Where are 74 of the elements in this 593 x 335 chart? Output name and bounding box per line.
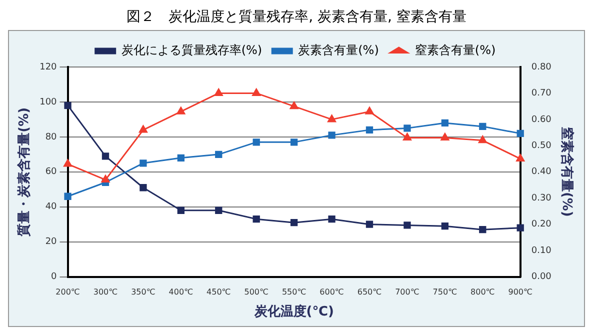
point <box>479 122 486 130</box>
y-tick-label: 0 <box>51 272 58 282</box>
x-tick-label: 550℃ <box>282 288 306 297</box>
y2-tick-label: 0.30 <box>531 193 552 204</box>
x-tick-label: 800℃ <box>470 288 495 297</box>
point <box>64 102 72 110</box>
legend-label: 炭化による質量残存率(%) <box>121 43 262 58</box>
point <box>366 220 374 228</box>
y2-tick-label: 0.10 <box>531 246 552 256</box>
y-tick-label: 80 <box>45 132 58 142</box>
x-tick-label: 450℃ <box>206 288 231 297</box>
legend-label: 窒素含有量(%) <box>414 43 496 58</box>
point <box>328 216 336 223</box>
point <box>252 216 260 223</box>
y-tick-label: 60 <box>45 167 58 178</box>
x-tick-label: 750℃ <box>432 288 458 297</box>
point <box>290 102 298 110</box>
x-axis-title: 炭化温度(℃) <box>253 304 334 320</box>
point <box>441 222 449 230</box>
point <box>64 192 72 200</box>
point <box>177 154 185 162</box>
x-tick-label: 900℃ <box>508 288 532 297</box>
point <box>404 222 411 229</box>
point <box>176 106 186 114</box>
point <box>215 150 222 158</box>
x-tick-label: 600℃ <box>320 288 344 297</box>
y2-tick-label: 0.50 <box>531 141 552 152</box>
legend-label: 炭素含有量(%) <box>298 43 379 58</box>
point <box>290 219 298 226</box>
y-tick-label: 40 <box>45 202 58 212</box>
x-tick-label: 700℃ <box>395 288 420 297</box>
y-axis-title: 質量・炭素含有量(%) <box>16 107 32 238</box>
point <box>366 126 374 134</box>
point <box>214 88 223 96</box>
point <box>138 125 148 133</box>
y2-tick-label: 0.70 <box>531 88 552 99</box>
point <box>290 138 298 146</box>
point <box>441 119 449 127</box>
point <box>252 88 261 96</box>
x-tick-label: 200℃ <box>56 288 80 297</box>
x-tick-label: 650℃ <box>357 288 382 297</box>
x-tick-label: 400℃ <box>168 288 194 297</box>
point <box>404 124 411 132</box>
point <box>516 224 524 232</box>
point <box>140 184 147 192</box>
y-tick-label: 20 <box>45 237 58 248</box>
chart-title: 図２ 炭化温度と質量残存率, 炭素含有量, 窒素含有量 <box>126 8 468 27</box>
point <box>252 138 260 146</box>
point <box>479 226 486 234</box>
y-tick-label: 120 <box>40 62 58 72</box>
x-tick-label: 300℃ <box>93 288 118 297</box>
point <box>516 130 524 138</box>
y2-axis-title: 窒素含有量(%) <box>558 126 575 217</box>
point <box>101 175 110 183</box>
point <box>64 159 72 167</box>
y2-tick-label: 0.40 <box>531 167 552 178</box>
point <box>328 132 336 139</box>
point <box>365 106 374 114</box>
y2-tick-label: 0.00 <box>531 272 552 282</box>
point <box>440 133 450 141</box>
x-tick-label: 350℃ <box>131 288 156 297</box>
point <box>403 133 412 141</box>
point <box>140 160 147 167</box>
y-tick-label: 100 <box>40 97 58 108</box>
y2-tick-label: 0.60 <box>531 114 552 125</box>
point <box>215 206 222 214</box>
point <box>328 114 336 122</box>
x-tick-label: 500℃ <box>244 288 268 297</box>
point <box>516 154 525 162</box>
point <box>478 136 487 144</box>
y2-tick-label: 0.20 <box>531 220 552 230</box>
point <box>102 152 110 160</box>
point <box>177 206 185 214</box>
y2-tick-label: 0.80 <box>531 62 552 72</box>
